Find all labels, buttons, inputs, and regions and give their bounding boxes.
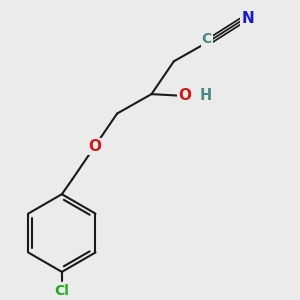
Text: O: O	[88, 139, 101, 154]
Text: O: O	[178, 88, 191, 103]
Text: C: C	[202, 32, 212, 46]
Text: H: H	[199, 88, 212, 103]
Text: Cl: Cl	[54, 284, 69, 298]
Text: N: N	[241, 11, 254, 26]
